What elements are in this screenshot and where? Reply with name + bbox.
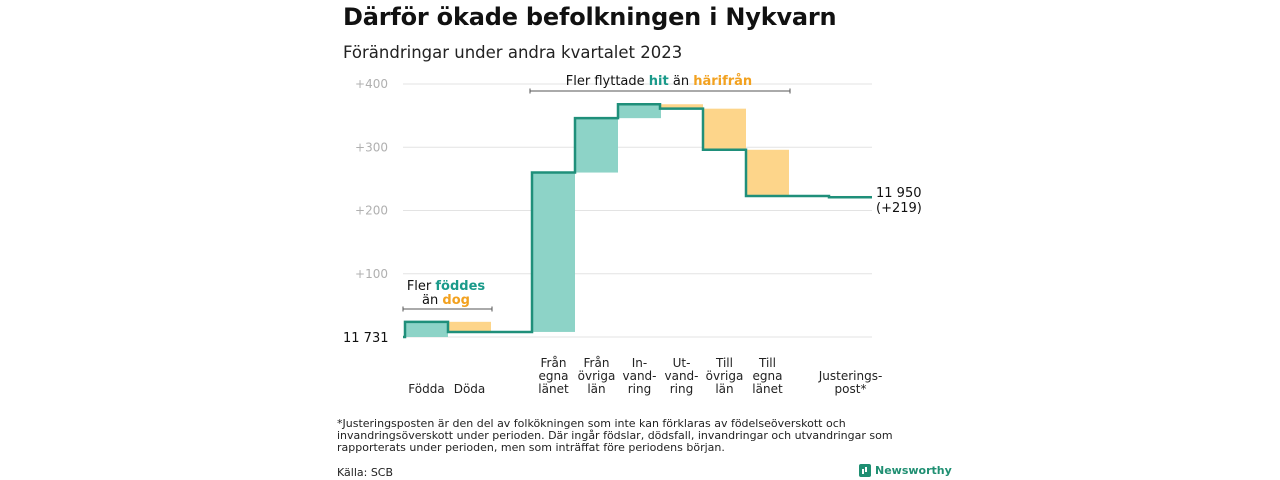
category-label: Till — [758, 356, 776, 370]
cumulative-line — [403, 102, 872, 339]
category-label: post* — [835, 382, 867, 396]
end-value-label: 11 950 — [876, 186, 922, 201]
annotation-text-part: Fler flyttade — [566, 74, 649, 89]
category-label: ring — [670, 382, 694, 396]
annotation-text-part: hit — [649, 74, 669, 89]
waterfall-bar — [405, 321, 448, 337]
category-label: vand- — [664, 369, 698, 383]
category-label: Från — [541, 356, 567, 370]
chart-title: Därför ökade befolkningen i Nykvarn — [343, 3, 837, 31]
category-label: vand- — [622, 369, 656, 383]
births-annotation-line2: än dog — [422, 293, 470, 308]
chart-subtitle: Förändringar under andra kvartalet 2023 — [343, 43, 683, 62]
annotation-text-part: än — [422, 293, 442, 308]
y-tick-label: +100 — [355, 267, 388, 281]
waterfall-bar — [532, 172, 575, 332]
annotation-text-part: föddes — [435, 279, 485, 294]
waterfall-bar — [618, 104, 661, 119]
y-tick-label: +200 — [355, 204, 388, 218]
waterfall-bar — [703, 108, 746, 150]
category-label: egna — [753, 369, 783, 383]
y-tick-label: +300 — [355, 140, 388, 154]
newsworthy-logo: Newsworthy — [859, 464, 952, 477]
annotation-text-part: dog — [442, 293, 470, 308]
category-label: övriga — [706, 369, 744, 383]
footnote: *Justeringsposten är den del av folkökni… — [337, 417, 893, 454]
annotation-text-part: härifrån — [693, 74, 752, 89]
waterfall-bar — [746, 149, 789, 196]
brand-name: Newsworthy — [875, 464, 952, 477]
migration-annotation: Fler flyttade hit än härifrån — [566, 74, 752, 89]
start-value-label: 11 731 — [343, 331, 389, 346]
annotation-text-part: än — [669, 74, 693, 89]
category-label: län — [587, 382, 605, 396]
category-label: ring — [628, 382, 652, 396]
births-annotation-line1: Fler föddes — [407, 279, 486, 294]
category-label: Ut- — [673, 356, 691, 370]
category-label: länet — [752, 382, 783, 396]
source-label: Källa: SCB — [337, 466, 394, 479]
category-label: län — [715, 382, 733, 396]
waterfall-bar — [575, 118, 618, 173]
annotation-text-part: Fler — [407, 279, 436, 294]
category-label: Födda — [408, 382, 444, 396]
category-label: Till — [715, 356, 733, 370]
end-change-label: (+219) — [876, 201, 922, 216]
waterfall-bar — [660, 104, 703, 109]
category-label: egna — [539, 369, 569, 383]
category-label: Döda — [454, 382, 486, 396]
category-label: Från — [584, 356, 610, 370]
waterfall-bar — [448, 321, 491, 332]
category-label: övriga — [578, 369, 616, 383]
category-label: Justerings- — [818, 369, 883, 383]
newsworthy-icon — [859, 464, 871, 477]
category-label: In- — [632, 356, 647, 370]
category-label: länet — [538, 382, 569, 396]
y-tick-label: +400 — [355, 77, 388, 91]
